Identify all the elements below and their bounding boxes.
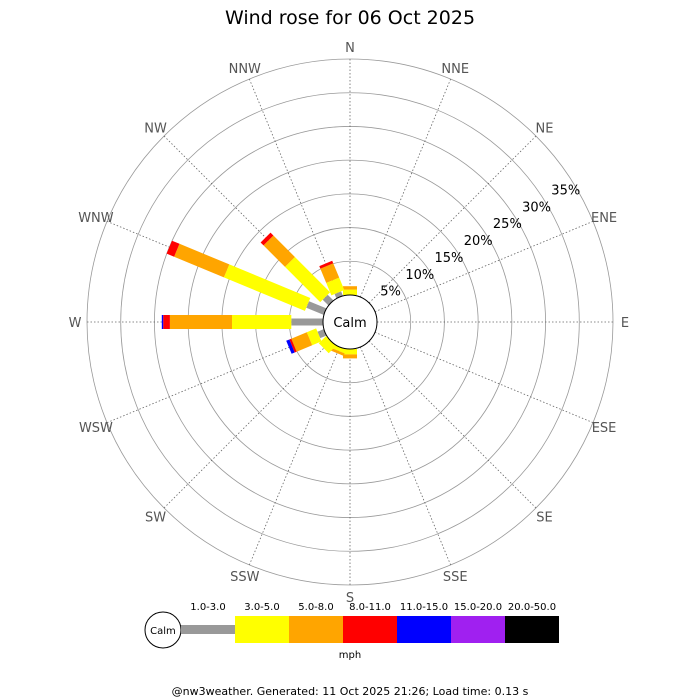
ring-label-3: 15% [435,251,464,266]
speed-legend: Calm mph 1.0-3.0 3.0-5.0 5.0-8.0 8.0-11.0 11… [144,602,559,661]
bar-nnw-5.0-8.0 [320,263,340,283]
bar-wsw-5.0-8.0 [291,332,313,352]
polar-grid: N NNE NE ENE E ESE SE SSE S SSW SW WSW W WNW NW NNW [69,41,630,606]
direction-label-wnw: WNW [78,211,114,226]
legend-label-5.0-8.0: 5.0-8.0 [298,602,333,613]
bar-w-1.0-3.0 [291,318,323,326]
direction-label-ene: ENE [591,211,617,226]
direction-label-s: S [346,591,354,606]
bar-nw-8.0-11.0 [260,232,274,246]
spoke-se [368,340,537,509]
bar-ssw-5.0-8.0 [330,348,345,356]
bar-n-3.0-5.0 [343,289,357,295]
bar-s-3.0-5.0 [343,349,357,355]
direction-label-e: E [621,316,629,331]
spoke-ese [374,331,594,424]
bar-wsw-11.0-15.0 [286,339,295,354]
legend-label-20.0-50.0: 20.0-50.0 [508,602,556,613]
bar-nnw-1.0-3.0 [334,291,343,299]
bar-nnw-3.0-5.0 [326,277,345,296]
ring-label-7: 35% [551,184,580,199]
bar-nnw-8.0-11.0 [319,260,334,269]
calm-circle-shape [322,294,378,350]
spoke-nnw [248,78,341,298]
ring-label-1: 5% [380,285,401,300]
bar-wnw-3.0-5.0 [223,264,311,311]
bar-wnw-1.0-3.0 [306,301,327,315]
direction-label-nne: NNE [441,62,469,77]
direction-label-sw: SW [145,510,166,525]
direction-label-sse: SSE [443,570,468,585]
bar-w-5.0-8.0 [169,315,232,329]
ring-label-6: 30% [522,200,551,215]
ring-label-5: 25% [493,217,522,232]
legend-swatch-5.0-8.0 [289,616,343,643]
bar-wsw-3.0-5.0 [306,328,322,346]
bar-n-5.0-8.0 [343,286,357,290]
bar-s-5.0-8.0 [343,354,357,359]
spoke-ene [374,220,594,313]
ring-label-2: 10% [405,268,434,283]
calm-circle: Calm [322,294,378,350]
spoke-sse [359,346,452,566]
grid-ring-6 [120,92,580,552]
legend-label-1.0-3.0: 1.0-3.0 [190,602,225,613]
legend-swatch-1.0-3.0 [181,625,235,634]
direction-label-nnw: NNW [229,62,261,77]
ring-labels: 5% 10%15%20%25%30%35% [380,184,580,300]
bar-w-8.0-11.0 [163,315,170,329]
legend-label-8.0-11.0: 8.0-11.0 [349,602,391,613]
bar-wnw-8.0-11.0 [166,240,180,257]
legend-swatch-11.0-15.0 [397,616,451,643]
legend-swatch-3.0-5.0 [235,616,289,643]
chart-title: Wind rose for 06 Oct 2025 [225,7,475,29]
bar-sw-3.0-5.0 [318,336,336,354]
direction-label-nw: NW [144,122,167,137]
legend-swatch-15.0-20.0 [451,616,505,643]
direction-label-ne: NE [535,122,553,137]
bar-w-3.0-5.0 [232,315,292,329]
direction-label-se: SE [536,510,552,525]
legend-swatch-8.0-11.0 [343,616,397,643]
footer-text: @nw3weather. Generated: 11 Oct 2025 21:2… [172,685,529,698]
direction-label-ssw: SSW [230,570,260,585]
legend-calm-label: Calm [150,626,176,637]
bar-wnw-5.0-8.0 [174,243,230,278]
spoke-nne [359,78,452,298]
direction-label-wsw: WSW [79,421,113,436]
bar-nw-5.0-8.0 [263,235,295,267]
ring-label-4: 20% [464,234,493,249]
spoke-ne [368,135,537,304]
direction-label-w: W [69,316,82,331]
spoke-ssw [248,346,341,566]
legend-label-11.0-15.0: 11.0-15.0 [400,602,448,613]
direction-label-n: N [345,41,355,56]
wind-bars [161,232,357,359]
legend-label-3.0-5.0: 3.0-5.0 [244,602,279,613]
bar-nw-3.0-5.0 [285,257,331,303]
legend-label-15.0-20.0: 15.0-20.0 [454,602,502,613]
calm-label: Calm [333,316,366,331]
bar-wsw-8.0-11.0 [289,338,297,353]
legend-units: mph [339,650,361,661]
bar-w-11.0-15.0 [161,315,164,329]
direction-label-ese: ESE [592,421,617,436]
spoke-wsw [106,331,326,424]
spoke-sw [163,340,332,509]
legend-swatch-20.0-50.0 [505,616,559,643]
